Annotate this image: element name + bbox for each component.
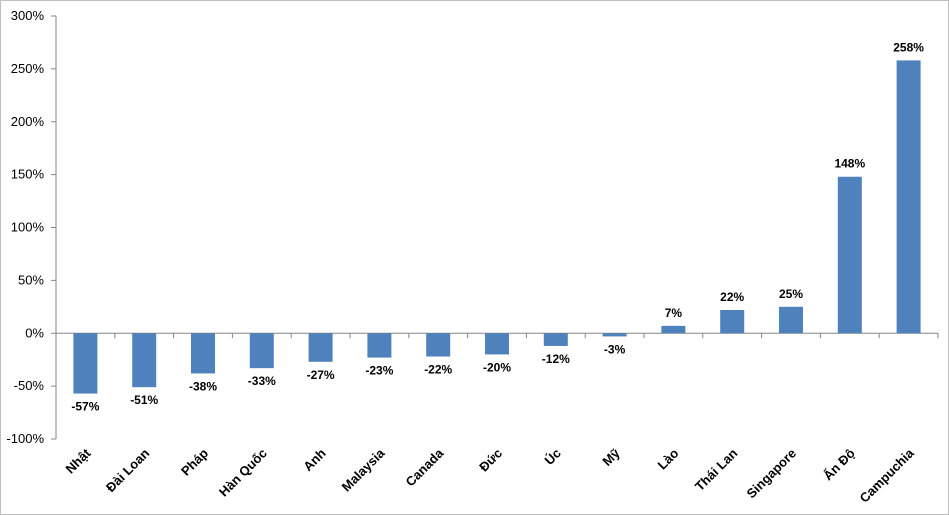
data-label: -57% bbox=[71, 400, 99, 414]
data-label: -20% bbox=[483, 360, 511, 374]
category-label: Singapore bbox=[744, 446, 800, 502]
y-tick-label: 50% bbox=[18, 272, 44, 287]
data-label: -23% bbox=[365, 364, 393, 378]
category-label: Nhật bbox=[62, 445, 94, 477]
data-label: -38% bbox=[189, 379, 217, 393]
data-label: 22% bbox=[720, 290, 744, 304]
bar bbox=[896, 60, 921, 334]
category-label: Đài Loan bbox=[103, 445, 152, 494]
bar bbox=[308, 333, 333, 362]
category-label: Campuchia bbox=[857, 445, 918, 506]
data-label: -12% bbox=[542, 352, 570, 366]
bar bbox=[191, 333, 215, 374]
category-label: Úc bbox=[542, 446, 564, 468]
data-label: -22% bbox=[424, 363, 452, 377]
y-tick-label: 0% bbox=[25, 325, 44, 340]
bar bbox=[249, 333, 274, 369]
bar bbox=[837, 176, 862, 334]
data-label: -51% bbox=[130, 393, 158, 407]
category-label: Mỹ bbox=[599, 445, 623, 469]
category-label: Thái Lan bbox=[692, 445, 740, 493]
data-label: -33% bbox=[248, 374, 276, 388]
data-label: 25% bbox=[779, 287, 803, 301]
category-label: Pháp bbox=[178, 445, 211, 478]
bar bbox=[661, 325, 686, 334]
category-label: Ấn Độ bbox=[820, 445, 858, 483]
y-tick-label: -100% bbox=[6, 431, 44, 446]
category-label: Đức bbox=[476, 446, 505, 475]
data-label: 7% bbox=[665, 306, 683, 320]
bar bbox=[132, 333, 157, 388]
category-label: Anh bbox=[300, 445, 329, 474]
y-tick-label: 100% bbox=[11, 220, 45, 235]
bar bbox=[426, 333, 451, 357]
y-tick-label: 150% bbox=[11, 167, 45, 182]
category-label: Canada bbox=[403, 445, 447, 489]
bar bbox=[543, 333, 568, 346]
bar bbox=[485, 333, 509, 355]
data-label: -27% bbox=[307, 368, 335, 382]
category-label: Hàn Quốc bbox=[216, 446, 270, 500]
bar bbox=[720, 309, 745, 334]
y-tick-label: 250% bbox=[11, 61, 45, 76]
data-label: 258% bbox=[893, 40, 924, 54]
y-tick-label: -50% bbox=[14, 378, 45, 393]
bar bbox=[779, 306, 803, 334]
category-label: Lào bbox=[655, 445, 682, 472]
bar bbox=[602, 333, 627, 337]
data-label: 148% bbox=[834, 157, 865, 171]
data-label: -3% bbox=[604, 342, 626, 356]
y-tick-label: 300% bbox=[11, 8, 45, 23]
bar bbox=[73, 333, 98, 394]
bar bbox=[367, 333, 392, 358]
y-tick-label: 200% bbox=[11, 114, 45, 129]
category-label: Malaysia bbox=[339, 445, 388, 494]
